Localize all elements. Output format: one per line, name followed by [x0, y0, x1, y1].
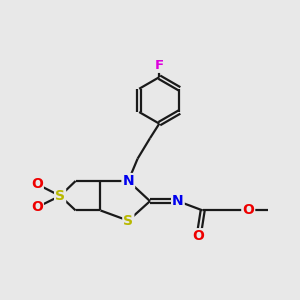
Text: O: O — [193, 229, 205, 243]
Text: F: F — [155, 59, 164, 72]
Text: O: O — [31, 177, 43, 191]
Text: N: N — [172, 194, 184, 208]
Text: S: S — [123, 214, 133, 228]
Text: O: O — [31, 200, 43, 214]
Text: N: N — [122, 174, 134, 188]
Text: S: S — [55, 189, 65, 203]
Text: O: O — [242, 203, 254, 218]
